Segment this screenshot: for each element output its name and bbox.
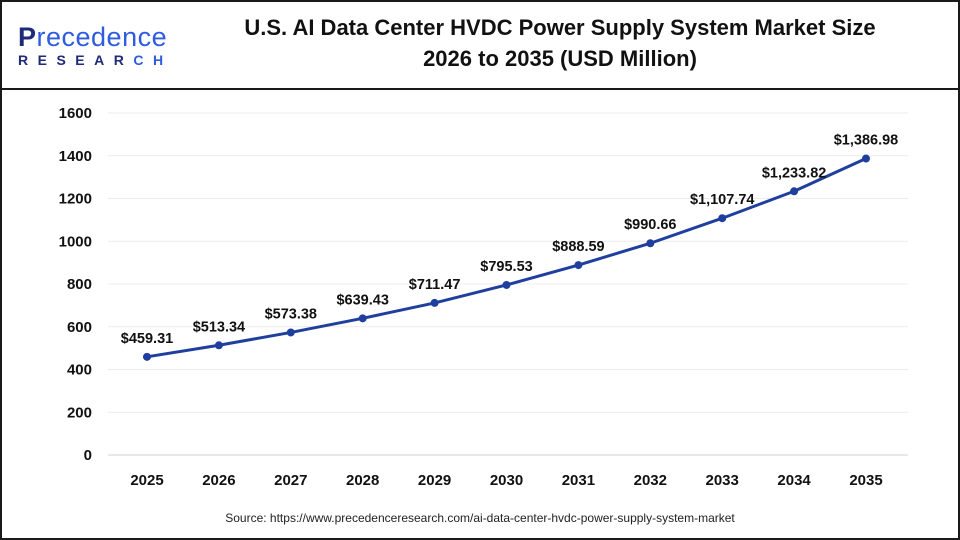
y-tick-label: 200 xyxy=(67,404,92,421)
brand-line1: Precedence xyxy=(18,22,168,52)
x-tick-label: 2034 xyxy=(777,472,811,489)
x-tick-label: 2025 xyxy=(130,472,163,489)
data-point xyxy=(214,341,223,350)
data-label: $888.59 xyxy=(552,239,604,255)
x-tick-label: 2031 xyxy=(562,472,595,489)
x-tick-label: 2032 xyxy=(634,472,667,489)
y-tick-label: 600 xyxy=(67,319,92,336)
brand-line2: RESEARCH xyxy=(18,52,173,68)
data-point xyxy=(502,280,511,289)
data-point xyxy=(574,261,583,270)
x-tick-label: 2033 xyxy=(706,472,739,489)
data-label: $513.34 xyxy=(193,319,245,335)
data-label: $1,107.74 xyxy=(690,192,755,208)
data-label: $795.53 xyxy=(480,259,532,275)
y-tick-label: 800 xyxy=(67,276,92,293)
x-tick-label: 2028 xyxy=(346,472,379,489)
data-label: $711.47 xyxy=(409,277,461,293)
data-point xyxy=(862,154,870,163)
data-label: $639.43 xyxy=(336,292,388,308)
source-note: Source: https://www.precedenceresearch.c… xyxy=(225,511,735,525)
x-tick-label: 2035 xyxy=(849,472,882,489)
data-point xyxy=(143,352,151,361)
data-label: $1,386.98 xyxy=(834,133,899,149)
brand-logo: Precedence RESEARCH xyxy=(18,22,173,69)
data-label: $990.66 xyxy=(624,217,676,233)
header: Precedence RESEARCH U.S. AI Data Center … xyxy=(0,0,960,90)
y-tick-label: 400 xyxy=(67,362,92,379)
x-tick-label: 2029 xyxy=(418,472,451,489)
data-point xyxy=(286,328,295,337)
data-point xyxy=(358,314,367,323)
data-label: $1,233.82 xyxy=(762,165,827,181)
data-point xyxy=(646,239,655,248)
data-point xyxy=(790,187,799,196)
chart-title: U.S. AI Data Center HVDC Power Supply Sy… xyxy=(200,12,920,74)
y-tick-label: 1600 xyxy=(59,105,92,122)
data-point xyxy=(430,298,439,307)
y-tick-label: 1000 xyxy=(59,233,92,250)
y-tick-label: 1400 xyxy=(59,148,92,165)
x-tick-label: 2030 xyxy=(490,472,523,489)
x-tick-label: 2027 xyxy=(274,472,307,489)
data-label: $573.38 xyxy=(265,306,317,322)
x-tick-label: 2026 xyxy=(202,472,235,489)
data-point xyxy=(718,214,727,223)
data-label: $459.31 xyxy=(121,331,173,347)
y-tick-label: 0 xyxy=(84,447,92,464)
y-tick-label: 1200 xyxy=(59,191,92,208)
title-line-2: 2026 to 2035 (USD Million) xyxy=(423,46,697,71)
title-line-1: U.S. AI Data Center HVDC Power Supply Sy… xyxy=(244,15,876,40)
